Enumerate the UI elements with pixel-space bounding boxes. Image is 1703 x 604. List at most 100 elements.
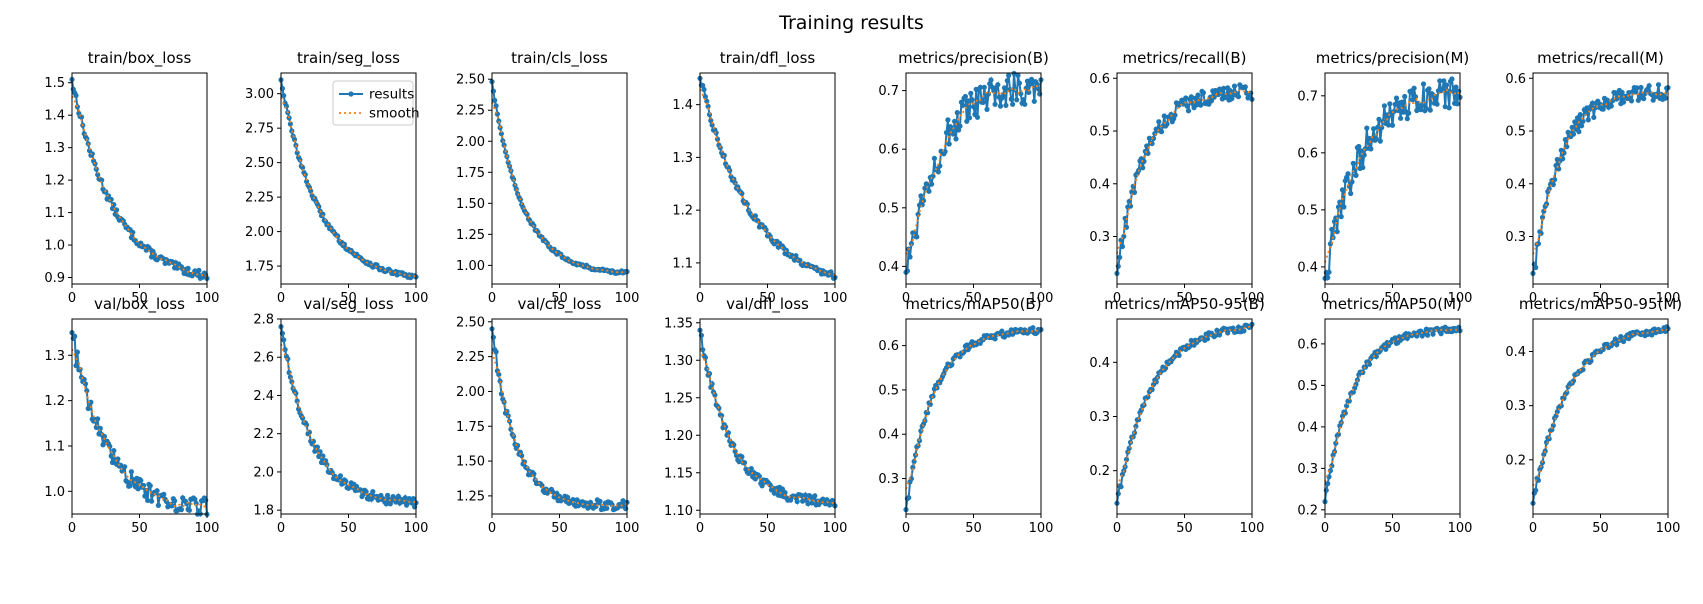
x-tick-label: 100	[404, 521, 429, 536]
results-point	[1398, 115, 1404, 121]
y-tick-label: 1.25	[664, 391, 693, 406]
y-tick-label: 1.50	[456, 455, 485, 470]
results-point	[147, 483, 153, 489]
results-point	[1153, 379, 1159, 385]
results-point	[988, 77, 994, 83]
results-point	[701, 86, 707, 93]
results-point	[1441, 78, 1447, 84]
results-point	[127, 483, 133, 489]
results-point	[1198, 102, 1204, 108]
legend: results smooth	[332, 80, 420, 126]
results-point	[702, 94, 709, 100]
y-tick-label: 0.9	[44, 271, 65, 286]
y-tick-label: 0.3	[1089, 410, 1110, 425]
results-point	[995, 82, 1001, 88]
smooth-line	[1116, 89, 1253, 254]
results-point	[1604, 97, 1610, 103]
panel-title: train/seg_loss	[297, 49, 400, 68]
results-point	[101, 433, 107, 439]
results-point	[1358, 148, 1365, 154]
x-tick-label: 0	[696, 291, 704, 306]
x-tick-label: 0	[696, 521, 704, 536]
results-point	[1562, 137, 1568, 143]
results-point	[1368, 146, 1374, 152]
results-point	[752, 213, 759, 219]
y-tick-label: 1.25	[456, 228, 485, 243]
results-point	[178, 507, 184, 513]
results-point	[1010, 101, 1016, 107]
results-point	[1006, 72, 1012, 79]
y-tick-label: 1.50	[456, 197, 485, 212]
smooth-line	[1116, 325, 1253, 487]
results-point	[1145, 394, 1151, 400]
results-point	[732, 448, 738, 454]
results-point	[1141, 158, 1147, 164]
results-point	[1638, 84, 1644, 91]
y-tick-label: 0.4	[1505, 177, 1526, 192]
smooth-line	[1532, 91, 1669, 255]
results-point	[974, 114, 981, 120]
results-point	[719, 413, 725, 419]
results-point	[952, 118, 958, 124]
results-point	[281, 93, 287, 99]
results-point	[1446, 105, 1452, 111]
results-line	[491, 328, 628, 512]
results-point	[111, 202, 117, 208]
results-point	[122, 464, 128, 470]
y-tick-label: 1.3	[44, 349, 65, 364]
y-tick-label: 1.1	[44, 206, 65, 221]
results-point	[1628, 98, 1635, 104]
panel-train-cls-loss: train/cls_loss 1.00 1.25 1.50 1.75 2.00 2.25 2.…	[456, 49, 639, 306]
results-point	[1439, 86, 1446, 92]
results-point	[1662, 95, 1668, 101]
results-point	[1003, 102, 1009, 108]
results-point	[960, 102, 966, 108]
y-tick-label: 0.5	[1089, 125, 1110, 140]
y-tick-label: 1.3	[44, 141, 65, 156]
results-point	[1389, 122, 1396, 128]
y-tick-label: 0.3	[1089, 230, 1110, 245]
results-point	[142, 493, 148, 499]
x-tick-label: 0	[1113, 291, 1121, 306]
panel-title: train/dfl_loss	[720, 49, 816, 68]
results-point	[1346, 398, 1352, 404]
results-point	[138, 477, 144, 484]
y-tick-label: 2.6	[253, 351, 274, 366]
results-point	[89, 151, 95, 157]
results-point	[1533, 487, 1539, 493]
results-point	[1614, 96, 1620, 102]
results-point	[1015, 72, 1021, 78]
y-tick-label: 2.8	[253, 313, 274, 328]
results-point	[604, 505, 610, 511]
results-point	[946, 141, 952, 147]
results-point	[1383, 346, 1389, 352]
results-point	[145, 497, 151, 503]
panel-title: metrics/precision(M)	[1316, 49, 1470, 67]
results-point	[980, 99, 986, 105]
results-point	[700, 82, 706, 89]
results-point	[1185, 108, 1192, 114]
results-point	[1235, 94, 1242, 100]
y-tick-label: 1.15	[664, 466, 693, 481]
results-point	[281, 337, 287, 343]
results-point	[93, 166, 99, 172]
x-tick-label: 50	[131, 291, 148, 306]
results-point	[1004, 78, 1010, 84]
y-tick-label: 0.2	[1297, 503, 1318, 518]
x-tick-label: 50	[340, 521, 357, 536]
results-point	[108, 453, 114, 459]
panel-val-seg-loss: val/seg_loss 1.8 2.0 2.2 2.4 2.6 2.8 0 50 100	[253, 295, 428, 536]
results-point	[945, 117, 951, 123]
results-point	[1366, 361, 1373, 367]
results-point	[1176, 352, 1182, 358]
results-point	[1227, 88, 1233, 94]
results-point	[154, 488, 160, 494]
results-point	[1633, 89, 1639, 95]
results-point	[1543, 439, 1550, 445]
results-point	[1427, 107, 1433, 113]
results-point	[1535, 477, 1541, 483]
results-point	[943, 130, 950, 136]
results-point	[1426, 86, 1432, 92]
results-point	[1420, 81, 1427, 87]
